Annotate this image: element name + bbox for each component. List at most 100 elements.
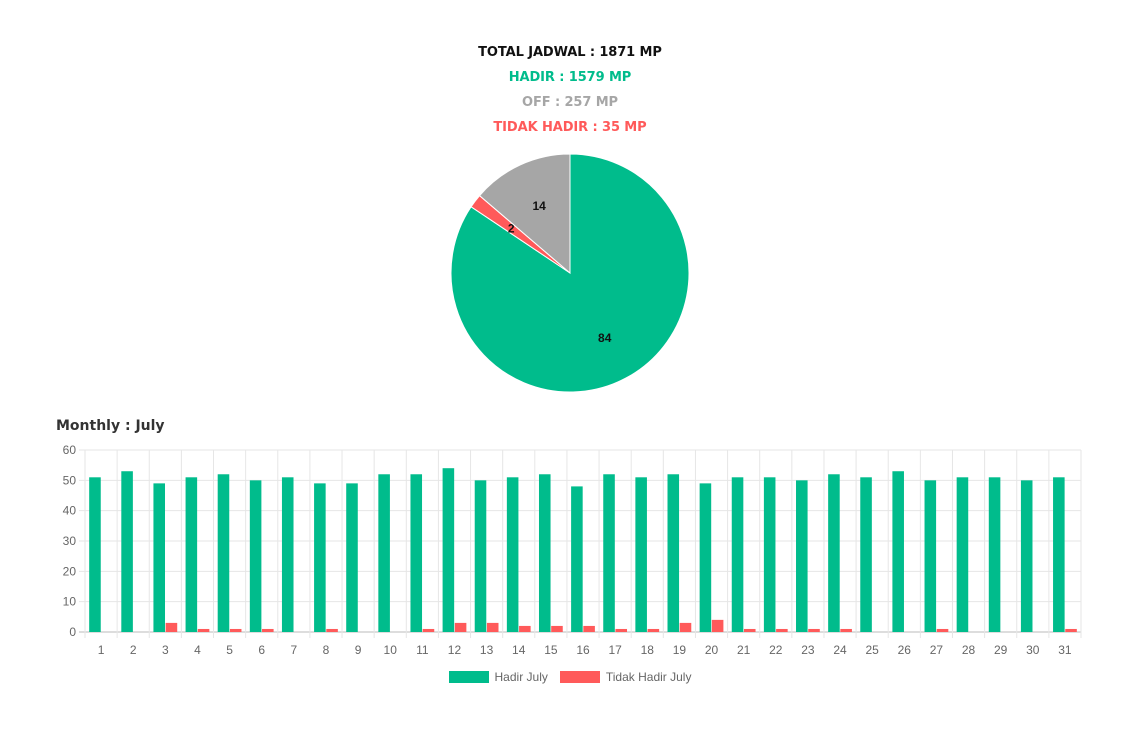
- x-tick-label: 15: [544, 643, 558, 657]
- bar-tidak-hadir[interactable]: [583, 625, 595, 632]
- legend-item-hadir[interactable]: Hadir July: [448, 670, 548, 684]
- x-tick-label: 29: [994, 643, 1008, 657]
- bar-hadir[interactable]: [314, 483, 326, 632]
- bar-hadir[interactable]: [603, 474, 615, 632]
- x-tick-label: 18: [641, 643, 655, 657]
- x-tick-label: 31: [1058, 643, 1072, 657]
- bar-tidak-hadir[interactable]: [679, 622, 692, 632]
- x-tick-label: 26: [898, 643, 912, 657]
- bar-hadir[interactable]: [153, 483, 166, 632]
- y-tick-label: 50: [63, 473, 77, 487]
- bar-tidak-hadir[interactable]: [615, 628, 628, 632]
- bar-hadir[interactable]: [281, 477, 294, 632]
- x-tick-label: 7: [290, 643, 297, 657]
- x-tick-label: 25: [865, 643, 879, 657]
- pie-label-off: 14: [532, 199, 546, 213]
- bar-hadir[interactable]: [860, 477, 872, 632]
- legend-item-tidak-hadir[interactable]: Tidak Hadir July: [559, 670, 692, 684]
- bar-hadir[interactable]: [378, 474, 390, 632]
- bar-tidak-hadir[interactable]: [422, 628, 435, 632]
- bar-tidak-hadir[interactable]: [776, 628, 788, 632]
- bar-hadir[interactable]: [506, 477, 519, 632]
- x-tick-label: 9: [355, 643, 362, 657]
- bar-tidak-hadir[interactable]: [1065, 628, 1077, 632]
- y-tick-label: 30: [63, 534, 77, 548]
- legend-label-hadir: Hadir July: [494, 670, 548, 684]
- bar-hadir[interactable]: [185, 477, 198, 632]
- bar-hadir[interactable]: [892, 471, 904, 632]
- x-tick-label: 4: [194, 643, 201, 657]
- bar-hadir[interactable]: [1053, 477, 1065, 632]
- bar-hadir[interactable]: [410, 474, 423, 632]
- bar-hadir[interactable]: [699, 483, 712, 632]
- pie-slice-off[interactable]: [478, 153, 571, 275]
- bar-hadir[interactable]: [346, 483, 358, 632]
- x-tick-label: 19: [673, 643, 687, 657]
- x-tick-label: 2: [130, 643, 137, 657]
- y-tick-label: 40: [63, 504, 77, 518]
- bar-tidak-hadir[interactable]: [711, 619, 724, 632]
- bar-hadir[interactable]: [731, 477, 744, 632]
- x-tick-label: 5: [226, 643, 233, 657]
- bar-tidak-hadir[interactable]: [808, 628, 820, 632]
- bar-tidak-hadir[interactable]: [743, 628, 756, 632]
- y-tick-label: 60: [63, 443, 77, 457]
- bar-hadir[interactable]: [763, 477, 776, 632]
- y-tick-label: 10: [63, 595, 77, 609]
- bar-tidak-hadir[interactable]: [262, 628, 274, 632]
- x-tick-label: 14: [512, 643, 526, 657]
- x-tick-label: 6: [258, 643, 265, 657]
- bar-tidak-hadir[interactable]: [486, 622, 499, 632]
- bar-hadir[interactable]: [89, 477, 101, 632]
- bar-hadir[interactable]: [571, 486, 583, 632]
- x-tick-label: 12: [448, 643, 462, 657]
- bar-hadir[interactable]: [538, 474, 551, 632]
- bar-tidak-hadir[interactable]: [647, 628, 660, 632]
- bar-hadir[interactable]: [442, 468, 455, 632]
- bar-tidak-hadir[interactable]: [936, 628, 949, 632]
- x-tick-label: 21: [737, 643, 751, 657]
- bar-legend: Hadir July Tidak Hadir July: [0, 670, 1140, 684]
- bar-hadir[interactable]: [474, 480, 487, 632]
- bar-hadir[interactable]: [828, 474, 840, 632]
- bar-tidak-hadir[interactable]: [519, 625, 531, 632]
- bar-tidak-hadir[interactable]: [165, 622, 178, 632]
- pie-label-hadir: 84: [598, 331, 612, 345]
- x-tick-label: 16: [576, 643, 590, 657]
- x-tick-label: 30: [1026, 643, 1040, 657]
- x-tick-label: 1: [98, 643, 105, 657]
- bar-hadir[interactable]: [667, 474, 680, 632]
- bar-hadir[interactable]: [924, 480, 937, 632]
- x-tick-label: 13: [480, 643, 494, 657]
- monthly-title: Monthly : July: [56, 418, 165, 434]
- pie-slice-hadir[interactable]: [450, 153, 690, 393]
- bar-tidak-hadir[interactable]: [197, 628, 210, 632]
- total-jadwal-text: TOTAL JADWAL : 1871 MP: [478, 45, 662, 60]
- bar-tidak-hadir[interactable]: [840, 628, 852, 632]
- bar-hadir[interactable]: [796, 480, 808, 632]
- bar-hadir[interactable]: [956, 477, 969, 632]
- bar-tidak-hadir[interactable]: [551, 625, 563, 632]
- pie-label-tidak-hadir: 2: [508, 221, 515, 235]
- x-tick-label: 27: [930, 643, 944, 657]
- x-tick-label: 17: [608, 643, 622, 657]
- bar-hadir[interactable]: [121, 471, 133, 632]
- bar-hadir[interactable]: [988, 477, 1001, 632]
- x-tick-label: 3: [162, 643, 169, 657]
- x-tick-label: 20: [705, 643, 719, 657]
- bar-tidak-hadir[interactable]: [229, 628, 242, 632]
- legend-label-tidak-hadir: Tidak Hadir July: [605, 670, 692, 684]
- x-tick-label: 28: [962, 643, 976, 657]
- bar-hadir[interactable]: [635, 477, 647, 632]
- off-text: OFF : 257 MP: [522, 95, 618, 110]
- bar-tidak-hadir[interactable]: [326, 628, 338, 632]
- legend-swatch-hadir: [448, 671, 489, 683]
- bar-hadir[interactable]: [1020, 480, 1033, 632]
- tidak-hadir-text: TIDAK HADIR : 35 MP: [493, 120, 647, 135]
- bar-hadir[interactable]: [217, 474, 230, 632]
- bar-hadir[interactable]: [249, 480, 262, 632]
- y-tick-label: 20: [63, 564, 77, 578]
- y-tick-label: 0: [69, 625, 76, 639]
- bar-tidak-hadir[interactable]: [454, 622, 467, 632]
